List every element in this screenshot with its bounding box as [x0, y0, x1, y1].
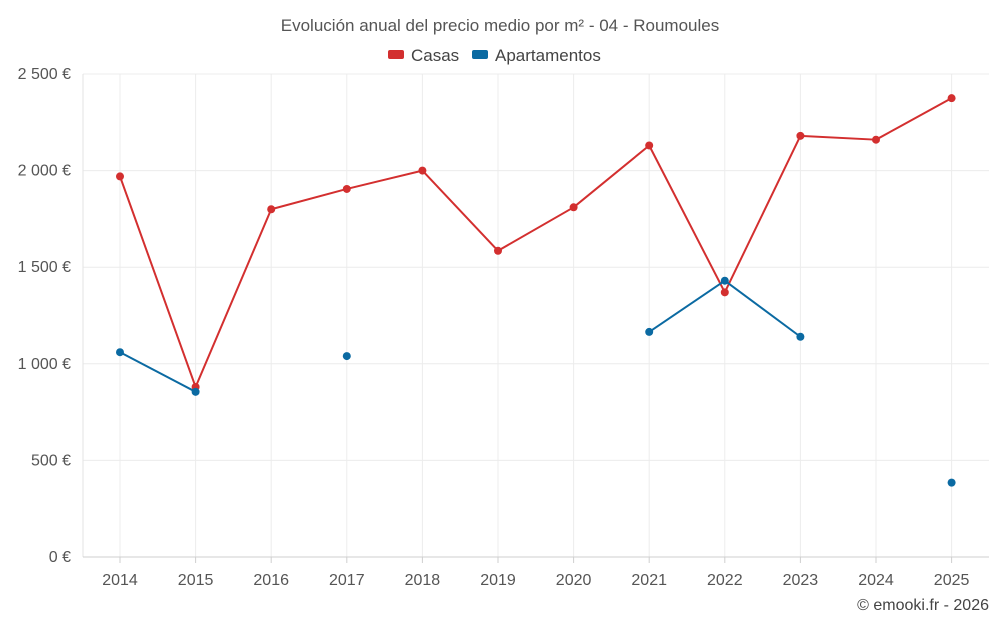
- x-tick-label-2014: 2014: [102, 572, 138, 589]
- data-point-apartamentos-2022[interactable]: [720, 276, 729, 285]
- grid: [82, 73, 989, 558]
- x-tick-label-2016: 2016: [253, 572, 289, 589]
- series-line-casas-2014-2015: [119, 175, 197, 388]
- x-tick-label-2022: 2022: [707, 572, 743, 589]
- y-tick-label-0: 0 €: [49, 549, 71, 566]
- data-point-casas-2021[interactable]: [645, 141, 654, 150]
- data-point-apartamentos-2023[interactable]: [796, 332, 805, 341]
- data-point-casas-2022[interactable]: [720, 288, 729, 297]
- x-tick-label-2021: 2021: [631, 572, 667, 589]
- series-line-casas-2017-2018: [345, 169, 424, 190]
- series-line-apartamentos-2021-2022: [648, 279, 726, 333]
- data-point-casas-2024[interactable]: [872, 135, 880, 144]
- series-line-apartamentos-2014-2015: [119, 351, 197, 393]
- data-point-apartamentos-2017[interactable]: [342, 352, 351, 361]
- x-tick-label-2024: 2024: [858, 572, 894, 589]
- series-line-apartamentos-2022-2023: [723, 279, 802, 338]
- x-tick-label-2019: 2019: [480, 572, 516, 589]
- y-tick-label-2000: 2 000 €: [18, 163, 71, 180]
- x-tick-label-2025: 2025: [934, 572, 970, 589]
- data-point-casas-2014[interactable]: [116, 172, 124, 181]
- series-line-casas-2022-2023: [723, 134, 802, 294]
- series-line-casas-2024-2025: [875, 97, 953, 141]
- legend-swatch-apartamentos: [472, 50, 488, 59]
- y-axis: 0 € 500 € 1 000 € 1 500 € 2 000 € 2 500 €: [18, 66, 71, 566]
- x-tick-label-2015: 2015: [178, 572, 214, 589]
- data-point-casas-2025[interactable]: [947, 94, 956, 103]
- data-point-casas-2023[interactable]: [796, 131, 805, 140]
- legend-swatch-casas: [388, 50, 404, 59]
- y-tick-label-500: 500 €: [31, 452, 71, 469]
- data-point-apartamentos-2014[interactable]: [116, 348, 124, 357]
- data-point-apartamentos-2015[interactable]: [191, 387, 200, 396]
- data-point-casas-2019[interactable]: [494, 246, 502, 255]
- series-casas: [116, 94, 956, 391]
- series-line-casas-2020-2021: [572, 144, 651, 209]
- x-tick-label-2018: 2018: [405, 572, 441, 589]
- y-tick-label-1000: 1 000 €: [18, 356, 71, 373]
- data-point-apartamentos-2021[interactable]: [645, 327, 654, 336]
- y-tick-label-2500: 2 500 €: [18, 66, 71, 83]
- x-tick-label-2020: 2020: [556, 572, 592, 589]
- series-line-casas-2021-2022: [648, 144, 726, 294]
- series-line-casas-2015-2016: [194, 208, 273, 388]
- data-point-casas-2020[interactable]: [569, 203, 578, 212]
- x-tick-label-2023: 2023: [783, 572, 819, 589]
- legend-label-casas[interactable]: Casas: [411, 46, 459, 65]
- data-point-casas-2018[interactable]: [418, 166, 427, 175]
- data-point-casas-2016[interactable]: [267, 205, 276, 214]
- legend: Casas Apartamentos: [388, 46, 601, 65]
- x-tick-label-2017: 2017: [329, 572, 365, 589]
- series-line-casas-2016-2017: [270, 187, 348, 211]
- credit-text: © emooki.fr - 2026: [857, 597, 989, 614]
- y-tick-label-1500: 1 500 €: [18, 259, 71, 276]
- legend-label-apartamentos[interactable]: Apartamentos: [495, 46, 601, 65]
- series: [116, 94, 956, 487]
- chart-title: Evolución anual del precio medio por m² …: [281, 16, 719, 35]
- series-line-casas-2023-2024: [799, 134, 877, 141]
- series-line-casas-2018-2019: [421, 169, 499, 252]
- data-point-casas-2017[interactable]: [342, 184, 351, 193]
- series-line-casas-2019-2020: [497, 206, 575, 252]
- data-point-apartamentos-2025[interactable]: [947, 478, 956, 487]
- series-apartamentos: [116, 276, 956, 487]
- x-axis: 2014 2015 2016 2017 2018 2019 2020 2021 2022 2023…: [102, 557, 969, 589]
